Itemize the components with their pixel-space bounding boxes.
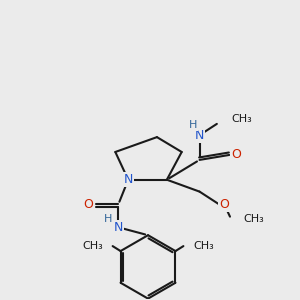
Text: CH₃: CH₃ <box>243 214 264 224</box>
Text: N: N <box>114 221 123 234</box>
Text: O: O <box>84 198 94 211</box>
Text: CH₃: CH₃ <box>82 241 103 251</box>
Text: O: O <box>231 148 241 161</box>
Text: H: H <box>188 120 197 130</box>
Text: CH₃: CH₃ <box>193 241 214 251</box>
Text: N: N <box>195 129 204 142</box>
Text: N: N <box>124 173 133 186</box>
Text: H: H <box>104 214 112 224</box>
Text: O: O <box>219 198 229 211</box>
Text: CH₃: CH₃ <box>231 114 252 124</box>
